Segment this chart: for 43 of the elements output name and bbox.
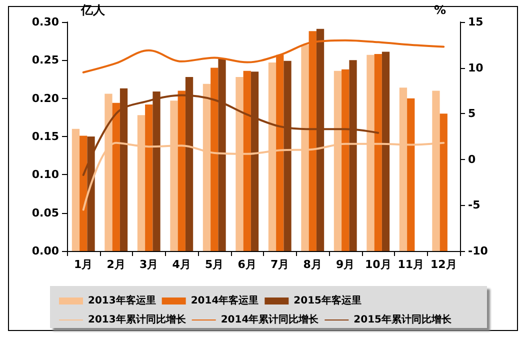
x-tick-label: 3月: [140, 258, 158, 271]
y-tick-label: 0.00: [32, 244, 60, 258]
legend-label: 2015年累计同比增长: [354, 314, 452, 326]
y-tick-label: 0.05: [32, 206, 59, 220]
x-tick-label: 1月: [74, 258, 93, 271]
y2-tick-label: -10: [468, 244, 488, 258]
legend-label: 2013年累计同比增长: [88, 314, 187, 326]
y2-tick-label: 15: [468, 16, 484, 28]
bar: [407, 98, 415, 251]
bar: [112, 102, 120, 251]
y2-tick-label: -5: [468, 198, 480, 212]
legend-label: 2013年客运里: [88, 294, 156, 306]
legend-label: 2015年客运里: [294, 294, 362, 306]
bar: [145, 104, 153, 251]
bar: [440, 114, 448, 251]
x-tick-label: 12月: [430, 258, 457, 271]
bar: [210, 68, 218, 251]
x-tick-label: 9月: [336, 258, 355, 271]
bar: [382, 52, 390, 251]
bar: [72, 128, 80, 251]
y-tick-label: 0.25: [32, 54, 59, 67]
y-tick-label: 0.20: [32, 92, 60, 105]
x-tick-label: 2月: [106, 258, 126, 271]
legend-label: 2014年客运里: [190, 294, 259, 306]
x-tick-label: 11月: [398, 258, 424, 271]
y2-tick-label: 5: [468, 107, 476, 120]
y2-tick-label: 10: [468, 61, 484, 74]
x-tick-label: 5月: [205, 258, 224, 271]
y-tick-label: 0.15: [32, 130, 59, 143]
legend-label: 2014年累计同比增长: [220, 314, 320, 326]
bar: [374, 54, 382, 251]
y-tick-label: 0.10: [32, 168, 60, 182]
x-tick-label: 8月: [303, 258, 322, 271]
y-tick-label: 0.30: [32, 16, 60, 28]
x-tick-label: 4月: [172, 258, 191, 271]
x-tick-label: 10月: [364, 258, 392, 271]
y2-tick-label: 0: [468, 152, 476, 166]
bar: [178, 90, 186, 251]
bar: [342, 69, 350, 251]
bar: [243, 70, 251, 251]
x-tick-label: 7月: [270, 258, 290, 271]
bar: [80, 136, 88, 251]
x-tick-label: 6月: [238, 258, 256, 271]
